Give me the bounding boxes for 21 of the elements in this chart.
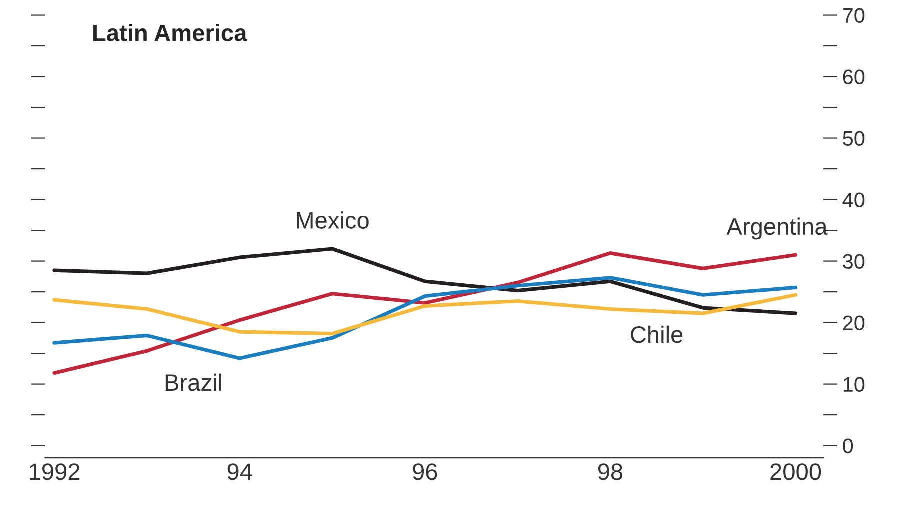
chart-title: Latin America [94, 24, 248, 42]
line-series [52, 247, 798, 316]
series-label: Brazil [166, 374, 222, 392]
series-label: Mexico [297, 212, 369, 229]
line-series [52, 276, 798, 360]
y-tick-label: 20 [843, 316, 865, 331]
y-tick-label: 60 [843, 70, 865, 85]
y-tick-label: 0 [843, 438, 854, 454]
series-label: Chile [631, 326, 683, 344]
x-tick-label: 98 [598, 464, 623, 480]
y-tick-label: 50 [843, 131, 865, 146]
y-tick-label: 40 [842, 192, 865, 208]
line-series [52, 251, 798, 376]
y-tick-label: 10 [844, 377, 865, 392]
y-tick-label: 70 [843, 8, 865, 24]
series-label: Argentina [726, 218, 828, 240]
x-tick-label: 94 [228, 464, 252, 480]
x-tick-label: 2000 [770, 464, 822, 480]
x-tick-label: 1992 [30, 464, 80, 480]
y-tick-label: 30 [843, 254, 865, 270]
x-tick-label: 96 [413, 464, 438, 480]
